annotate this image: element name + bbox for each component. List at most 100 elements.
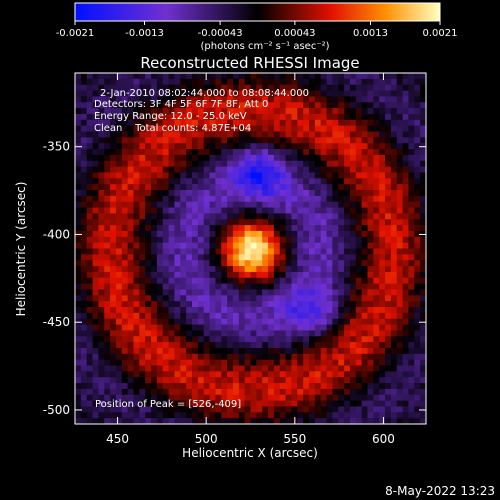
heatmap-cell [250, 394, 257, 401]
heatmap-cell [110, 113, 117, 121]
heatmap-cell [75, 418, 82, 425]
heatmap-cell [244, 260, 251, 267]
heatmap-cell [186, 347, 193, 355]
heatmap-cell [92, 113, 99, 121]
heatmap-cell [303, 184, 310, 191]
heatmap-cell [110, 289, 117, 296]
heatmap-cell [186, 318, 193, 325]
heatmap-cell [385, 254, 392, 261]
heatmap-cell [156, 418, 164, 425]
heatmap-cell [215, 365, 222, 372]
heatmap-cell [92, 289, 99, 296]
heatmap-cell [180, 418, 187, 425]
heatmap-cell [186, 406, 193, 413]
heatmap-cell [379, 131, 386, 138]
colorbar-tick-label: -0.0013 [125, 28, 164, 39]
heatmap-cell [291, 154, 298, 162]
heatmap-cell [75, 219, 82, 226]
heatmap-cell [180, 394, 187, 401]
heatmap-cell [326, 119, 333, 127]
heatmap-cell [285, 283, 292, 290]
heatmap-cell [297, 96, 304, 103]
annotation-energy-range: Energy Range: 12.0 - 25.0 keV [94, 111, 247, 122]
heatmap-cell [227, 90, 234, 97]
heatmap-cell [156, 412, 164, 419]
heatmap-cell [75, 154, 82, 162]
heatmap-cell [314, 236, 322, 244]
heatmap-cell [127, 190, 134, 197]
heatmap-cell [115, 394, 123, 401]
heatmap-cell [414, 295, 421, 302]
heatmap-cell [151, 131, 158, 138]
heatmap-cell [180, 207, 187, 214]
heatmap-cell [262, 383, 269, 390]
heatmap-cell [209, 394, 216, 401]
heatmap-cell [408, 248, 415, 255]
heatmap-cell [180, 201, 187, 208]
heatmap-cell [110, 242, 117, 249]
heatmap-cell [168, 119, 175, 127]
heatmap-cell [162, 365, 169, 372]
heatmap-cell [390, 254, 398, 261]
heatmap-cell [86, 254, 93, 261]
heatmap-cell [174, 271, 181, 279]
heatmap-cell [338, 271, 345, 279]
heatmap-cell [227, 347, 234, 355]
heatmap-cell [221, 154, 228, 162]
heatmap-cell [133, 160, 140, 167]
heatmap-cell [80, 242, 88, 249]
heatmap-cell [168, 342, 175, 349]
heatmap-cell [127, 166, 134, 173]
heatmap-cell [250, 160, 257, 167]
heatmap-cell [256, 353, 263, 361]
heatmap-cell [320, 359, 327, 366]
heatmap-cell [121, 365, 129, 372]
heatmap-cell [390, 383, 398, 390]
heatmap-cell [309, 412, 316, 419]
heatmap-cell [221, 342, 228, 349]
heatmap-cell [373, 213, 380, 220]
heatmap-cell [98, 388, 105, 396]
heatmap-cell [385, 108, 392, 115]
heatmap-cell [262, 277, 269, 284]
heatmap-cell [273, 342, 281, 349]
heatmap-cell [408, 301, 415, 308]
heatmap-cell [279, 312, 286, 320]
heatmap-cell [86, 266, 93, 273]
heatmap-cell [110, 365, 117, 372]
heatmap-cell [262, 225, 269, 232]
heatmap-cell [174, 330, 181, 337]
heatmap-cell [379, 359, 386, 366]
heatmap-cell [250, 143, 257, 150]
heatmap-cell [320, 195, 327, 203]
heatmap-cell [86, 277, 93, 284]
heatmap-cell [75, 178, 82, 185]
heatmap-cell [250, 277, 257, 284]
heatmap-cell [215, 254, 222, 261]
heatmap-cell [86, 400, 93, 407]
heatmap-cell [156, 347, 164, 355]
heatmap-cell [262, 190, 269, 197]
heatmap-cell [344, 307, 351, 314]
heatmap-cell [385, 260, 392, 267]
heatmap-cell [320, 254, 327, 261]
heatmap-cell [344, 330, 351, 337]
heatmap-cell [238, 78, 246, 86]
heatmap-cell [297, 154, 304, 162]
heatmap-cell [373, 137, 380, 144]
heatmap-cell [361, 271, 368, 279]
heatmap-cell [180, 336, 187, 343]
heatmap-cell [127, 160, 134, 167]
heatmap-cell [314, 330, 322, 337]
heatmap-cell [168, 73, 175, 80]
heatmap-cell [332, 307, 339, 314]
heatmap-cell [192, 78, 199, 86]
heatmap-cell [151, 154, 158, 162]
heatmap-cell [396, 318, 403, 325]
heatmap-cell [80, 201, 88, 208]
heatmap-cell [326, 248, 333, 255]
heatmap-cell [309, 342, 316, 349]
heatmap-cell [373, 149, 380, 156]
heatmap-cell [151, 108, 158, 115]
heatmap-cell [174, 154, 181, 162]
